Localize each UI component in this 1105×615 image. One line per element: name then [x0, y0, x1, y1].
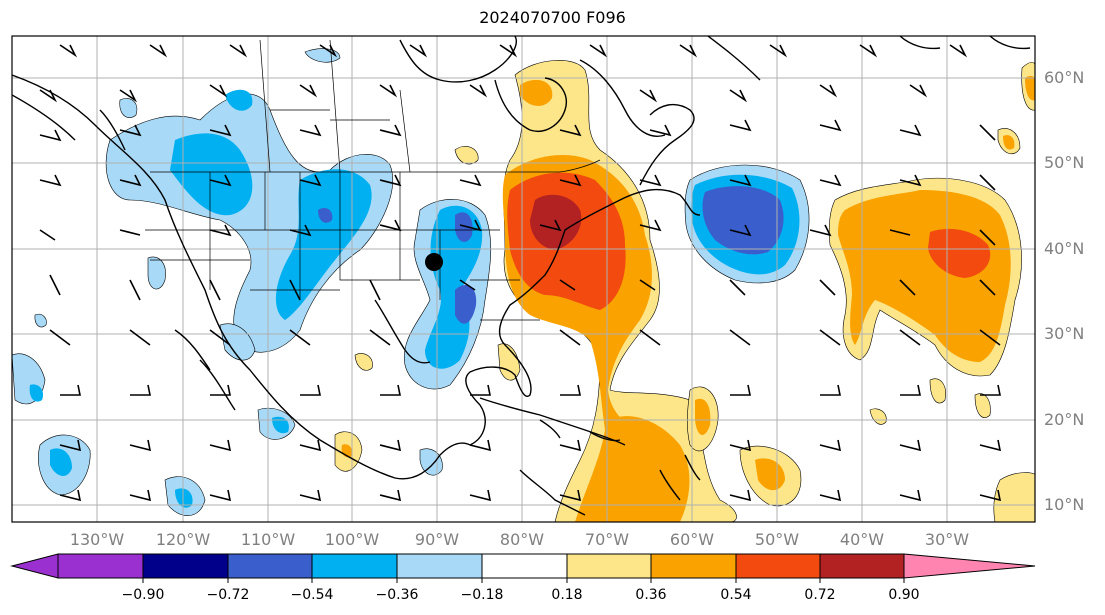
- colorbar-tick-label: −0.54: [290, 587, 334, 603]
- anomaly-region-gulf-coast-pos: [354, 353, 373, 371]
- anomaly-region-pacific-small-core: [29, 384, 44, 402]
- anomaly-region-rockies-neg-deep: [318, 208, 333, 223]
- colorbar-extend-max: [903, 553, 1036, 579]
- colorbar-extend-min: [10, 553, 59, 579]
- anomaly-region-midatlantic-pos-red: [928, 228, 991, 278]
- colorbar-tick-label: 0.18: [551, 587, 583, 603]
- coastlines: [12, 36, 1031, 516]
- anomaly-region-hudson-pos: [520, 79, 553, 106]
- colorbar-tick-label: 0.90: [888, 587, 920, 603]
- wind-barbs: [39, 44, 1002, 502]
- colorbar-swatch-9: [735, 553, 821, 579]
- anomaly-region-midwest-neg-core: [425, 205, 483, 369]
- colorbar: [10, 553, 1036, 579]
- anomaly-region-west-neg-core: [170, 133, 253, 216]
- anomaly-region-pnw-small: [119, 98, 138, 119]
- colorbar-tick-label: −0.72: [206, 587, 250, 603]
- colorbar-swatch-6: [481, 553, 568, 579]
- point-marker: [425, 253, 443, 271]
- anomaly-region-plains-small: [147, 256, 166, 290]
- state-borders: [145, 39, 601, 321]
- lat-label: 50°N: [1044, 153, 1085, 172]
- lat-label: 40°N: [1044, 239, 1085, 258]
- anomaly-region-ne-corner-pos-core: [1025, 75, 1035, 101]
- anomaly-region-pacific-neg2-core: [175, 488, 193, 508]
- colorbar-tick-label: 0.54: [720, 587, 752, 603]
- anomaly-region-offshore-small: [34, 313, 47, 328]
- anomaly-region-midwest-neg-deep: [455, 212, 473, 242]
- colorbar-ticks: [142, 578, 905, 583]
- colorbar-swatch-7: [566, 553, 652, 579]
- lat-label: 20°N: [1044, 410, 1085, 429]
- anomaly-region-atlantic-neg-deep: [702, 186, 784, 255]
- anomaly-region-pnw-neg: [225, 89, 253, 111]
- map-frame: [11, 35, 1036, 523]
- lon-label: 110°W: [240, 530, 296, 549]
- lon-label: 40°W: [839, 530, 885, 549]
- colorbar-tick-label: −0.36: [375, 587, 419, 603]
- anomaly-region-midatlantic-small: [929, 378, 946, 404]
- anomaly-region-greenland-pos-core: [1003, 135, 1015, 150]
- lon-label: 50°W: [754, 530, 800, 549]
- map-title: 2024070700 F096: [479, 8, 626, 27]
- lon-label: 60°W: [669, 530, 715, 549]
- colorbar-swatch-10: [819, 553, 905, 579]
- anomaly-region-pacific-neg-core: [50, 448, 72, 476]
- lon-label: 130°W: [69, 530, 125, 549]
- colorbar-tick-label: −0.18: [460, 587, 504, 603]
- anomaly-region-mexico-neg-core: [272, 416, 289, 434]
- lat-label: 60°N: [1044, 68, 1085, 87]
- anomaly-region-gulf-neg-deep: [455, 285, 477, 324]
- anomaly-region-baja-neg: [219, 323, 256, 361]
- colorbar-tick-label: 0.72: [804, 587, 836, 603]
- colorbar-swatch-5: [396, 553, 483, 579]
- lon-label: 30°W: [924, 530, 970, 549]
- lon-label: 100°W: [324, 530, 380, 549]
- lat-label: 30°N: [1044, 324, 1085, 343]
- anomaly-region-florida-pos: [497, 343, 521, 381]
- anomaly-region-caribbean-pos2-core: [695, 398, 711, 436]
- lon-label: 90°W: [414, 530, 460, 549]
- colorbar-swatch-3: [227, 553, 313, 579]
- colorbar-swatch-8: [650, 553, 737, 579]
- graticule: [12, 36, 1035, 522]
- anomaly-region-caribbean-pos: [600, 416, 690, 522]
- anomaly-fill-layer: [12, 48, 1035, 522]
- colorbar-tick-label: −0.90: [121, 587, 165, 603]
- colorbar-tick-label: 0.36: [635, 587, 667, 603]
- colorbar-swatch-4: [311, 553, 398, 579]
- lon-label: 70°W: [584, 530, 630, 549]
- anomaly-region-sw-corner-pos: [993, 472, 1035, 522]
- anomaly-region-hudson-small: [454, 146, 479, 165]
- lat-label: 10°N: [1044, 495, 1085, 514]
- lon-label: 80°W: [499, 530, 545, 549]
- lon-label: 120°W: [155, 530, 211, 549]
